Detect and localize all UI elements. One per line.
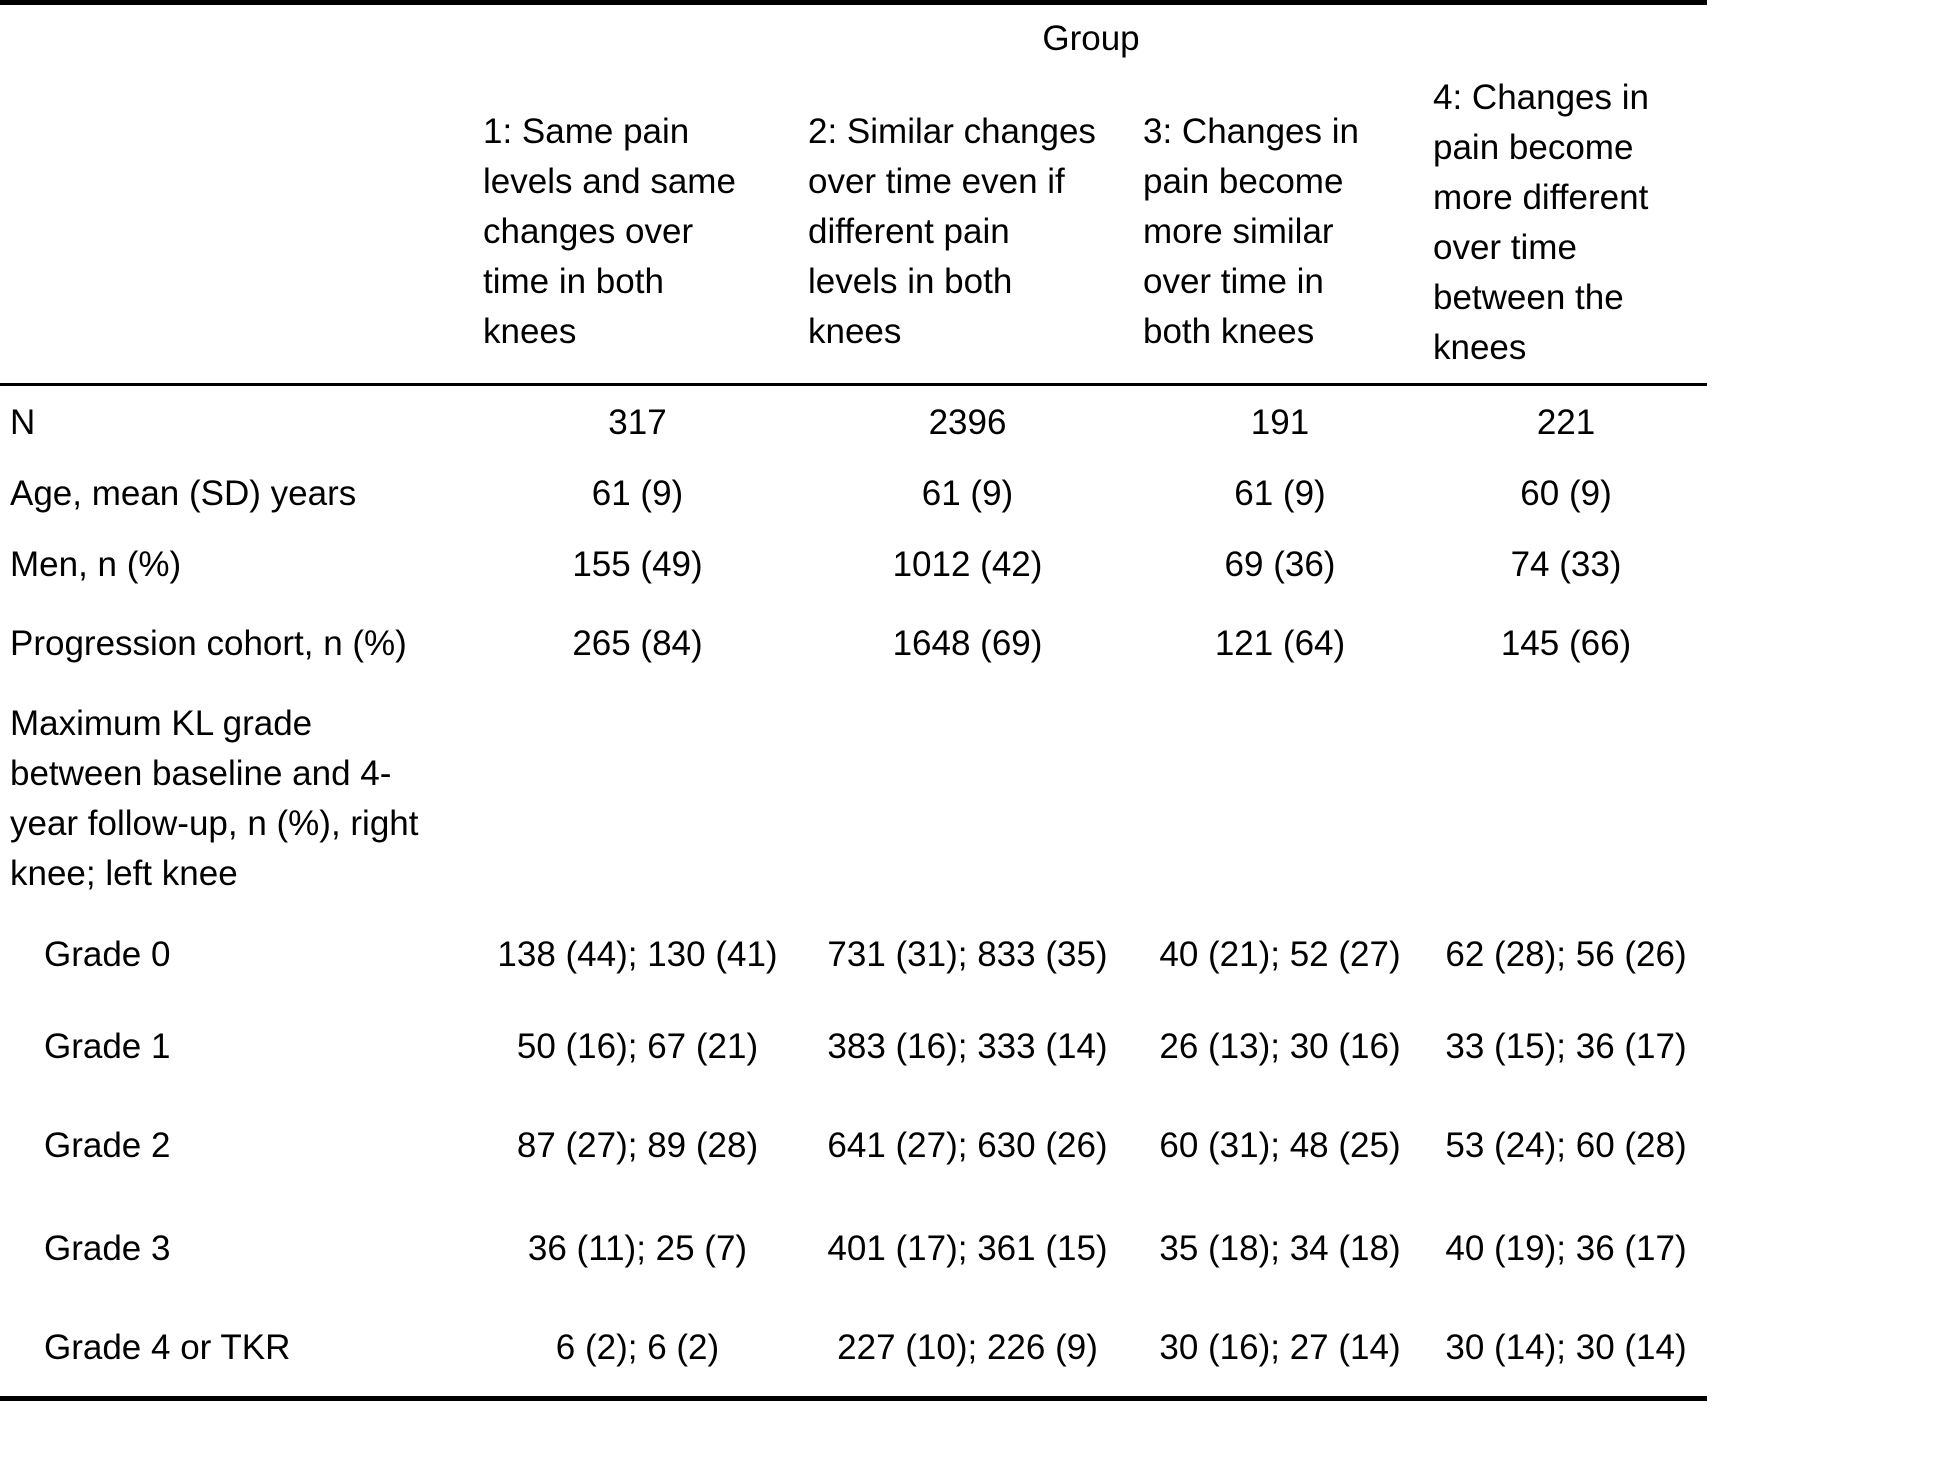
row-label: Maximum KL grade between baseline and 4-… <box>10 703 419 893</box>
value-cell: 383 (16); 333 (14) <box>827 1026 1108 1066</box>
value-cell: 50 (16); 67 (21) <box>516 1026 759 1066</box>
value-cell: 641 (27); 630 (26) <box>827 1126 1108 1165</box>
value-cell: 1012 (42) <box>892 544 1043 584</box>
value-cell: 317 <box>608 403 667 443</box>
value-cell: 265 (84) <box>572 624 703 663</box>
table-row: Men, n (%) 155 (49) 1012 (42) 69 (36) 74 (33… <box>0 526 1707 603</box>
table-row: Progression cohort, n (%) 265 (84) 1648 (6… <box>0 603 1707 685</box>
table-row: Grade 2 87 (27); 89 (28) 641 (27); 630 (26… <box>0 1095 1707 1197</box>
value-cell: 26 (13); 30 (16) <box>1159 1026 1401 1066</box>
row-label: Men, n (%) <box>10 544 182 584</box>
table-body: N 317 2396 191 221 Age, mean (SD) years 61 (9)… <box>0 384 1707 1398</box>
value-cell: 69 (36) <box>1224 544 1336 584</box>
value-cell <box>1135 685 1425 912</box>
table-row: Age, mean (SD) years 61 (9) 61 (9) 61 (9) 60… <box>0 461 1707 526</box>
table-header: Group 1: Same pain levels and same chang… <box>0 3 1708 386</box>
column-header-group-3: 3: Changes in pain become more similar o… <box>1135 72 1425 386</box>
row-label: Progression cohort, n (%) <box>10 624 407 663</box>
value-cell <box>1425 685 1707 912</box>
row-label: Grade 4 or TKR <box>44 1327 291 1367</box>
value-cell: 60 (9) <box>1520 473 1612 513</box>
value-cell: 401 (17); 361 (15) <box>827 1228 1108 1268</box>
value-cell: 87 (27); 89 (28) <box>516 1126 759 1165</box>
column-header-group-2: 2: Similar changes over time even if dif… <box>800 72 1135 386</box>
value-cell: 221 <box>1536 403 1596 443</box>
value-cell: 2396 <box>928 403 1007 443</box>
row-label: Grade 0 <box>44 935 171 974</box>
value-cell: 61 (9) <box>591 473 684 513</box>
value-cell: 138 (44); 130 (41) <box>497 935 778 974</box>
value-cell: 155 (49) <box>572 544 703 584</box>
value-cell: 40 (21); 52 (27) <box>1159 935 1401 974</box>
table-row: Grade 1 50 (16); 67 (21) 383 (16); 333 (14… <box>0 998 1707 1095</box>
corner-cell <box>0 72 475 386</box>
value-cell: 35 (18); 34 (18) <box>1159 1228 1401 1268</box>
value-cell: 62 (28); 56 (26) <box>1445 935 1687 974</box>
value-cell: 227 (10); 226 (9) <box>837 1327 1098 1367</box>
group-header-row: Group <box>0 3 1707 73</box>
column-header-group-4: 4: Changes in pain become more different… <box>1425 72 1708 386</box>
value-cell: 731 (31); 833 (35) <box>827 935 1108 974</box>
table-row: Grade 4 or TKR 6 (2); 6 (2) 227 (10); 226 … <box>0 1300 1707 1398</box>
table-row: N 317 2396 191 221 <box>0 384 1707 461</box>
value-cell: 61 (9) <box>921 473 1014 513</box>
row-label: Grade 1 <box>44 1026 171 1066</box>
column-header-row: 1: Same pain levels and same changes ove… <box>0 72 1708 386</box>
value-cell: 145 (66) <box>1500 624 1632 663</box>
row-label: Grade 2 <box>44 1126 171 1165</box>
value-cell: 1648 (69) <box>892 624 1043 663</box>
table-row: Grade 0 138 (44); 130 (41) 731 (31); 833 (… <box>0 912 1707 998</box>
value-cell: 191 <box>1250 403 1310 443</box>
value-cell: 74 (33) <box>1510 544 1622 584</box>
value-cell: 60 (31); 48 (25) <box>1159 1126 1401 1165</box>
value-cell: 40 (19); 36 (17) <box>1445 1228 1687 1268</box>
row-label: Grade 3 <box>44 1228 171 1268</box>
column-header-group-1: 1: Same pain levels and same changes ove… <box>475 72 800 386</box>
corner-cell <box>0 3 475 73</box>
group-header: Group <box>1042 18 1140 58</box>
value-cell: 53 (24); 60 (28) <box>1445 1126 1687 1165</box>
value-cell: 30 (14); 30 (14) <box>1445 1327 1687 1367</box>
table-row: Maximum KL grade between baseline and 4-… <box>0 685 1707 912</box>
baseline-characteristics-table: Group 1: Same pain levels and same chang… <box>0 0 1708 1401</box>
row-label: N <box>10 403 36 443</box>
row-label: Age, mean (SD) years <box>10 473 357 513</box>
value-cell: 121 (64) <box>1214 624 1346 663</box>
value-cell: 33 (15); 36 (17) <box>1445 1026 1687 1066</box>
value-cell: 30 (16); 27 (14) <box>1159 1327 1401 1367</box>
value-cell: 36 (11); 25 (7) <box>527 1228 748 1268</box>
value-cell <box>475 685 800 912</box>
value-cell <box>800 685 1135 912</box>
value-cell: 61 (9) <box>1234 473 1326 513</box>
value-cell: 6 (2); 6 (2) <box>555 1327 720 1367</box>
table-row: Grade 3 36 (11); 25 (7) 401 (17); 361 (15)… <box>0 1197 1707 1300</box>
